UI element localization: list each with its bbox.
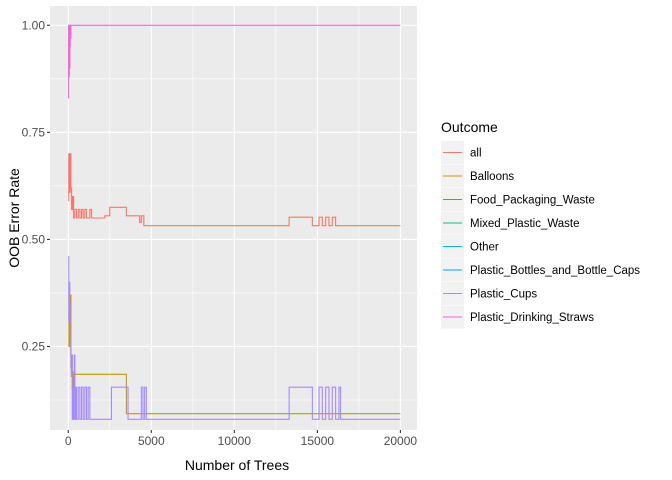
- x-axis: 0 5000 10000 15000 20000: [65, 430, 417, 448]
- legend: Outcome all Balloons Food_Packaging_Waste M…: [441, 119, 640, 329]
- legend-label-other: Other: [470, 242, 499, 254]
- legend-label-all: all: [470, 148, 482, 160]
- x-tick-label: 0: [65, 434, 72, 448]
- y-tick-label: 0.50: [22, 232, 46, 246]
- y-axis: 0.25 0.50 0.75 1.00: [22, 18, 50, 353]
- legend-label-plastic-bottles-and-bottle-caps: Plastic_Bottles_and_Bottle_Caps: [470, 265, 640, 277]
- legend-title: Outcome: [441, 119, 498, 135]
- x-tick-label: 5000: [138, 434, 165, 448]
- x-tick-label: 10000: [218, 434, 252, 448]
- legend-label-plastic-drinking-straws: Plastic_Drinking_Straws: [470, 312, 594, 324]
- y-axis-title: OOB Error Rate: [6, 168, 22, 268]
- legend-label-plastic-cups: Plastic_Cups: [470, 289, 537, 301]
- series-line-all: [68, 153, 401, 227]
- y-tick-label: 0.25: [22, 339, 46, 353]
- legend-label-balloons: Balloons: [470, 171, 514, 183]
- series-line-plastic-cups: [68, 256, 401, 420]
- x-tick-label: 20000: [384, 434, 418, 448]
- legend-label-food-packaging-waste: Food_Packaging_Waste: [470, 195, 595, 207]
- series-lines: [68, 24, 401, 420]
- x-axis-title: Number of Trees: [185, 457, 289, 473]
- x-tick-label: 15000: [301, 434, 335, 448]
- series-line-plastic-drinking-straws: [68, 24, 401, 99]
- y-tick-label: 1.00: [22, 18, 46, 32]
- legend-label-mixed-plastic-waste: Mixed_Plastic_Waste: [470, 218, 580, 230]
- grid-minor: [50, 6, 417, 430]
- y-tick-label: 0.75: [22, 125, 46, 139]
- plot-panel: [50, 6, 417, 430]
